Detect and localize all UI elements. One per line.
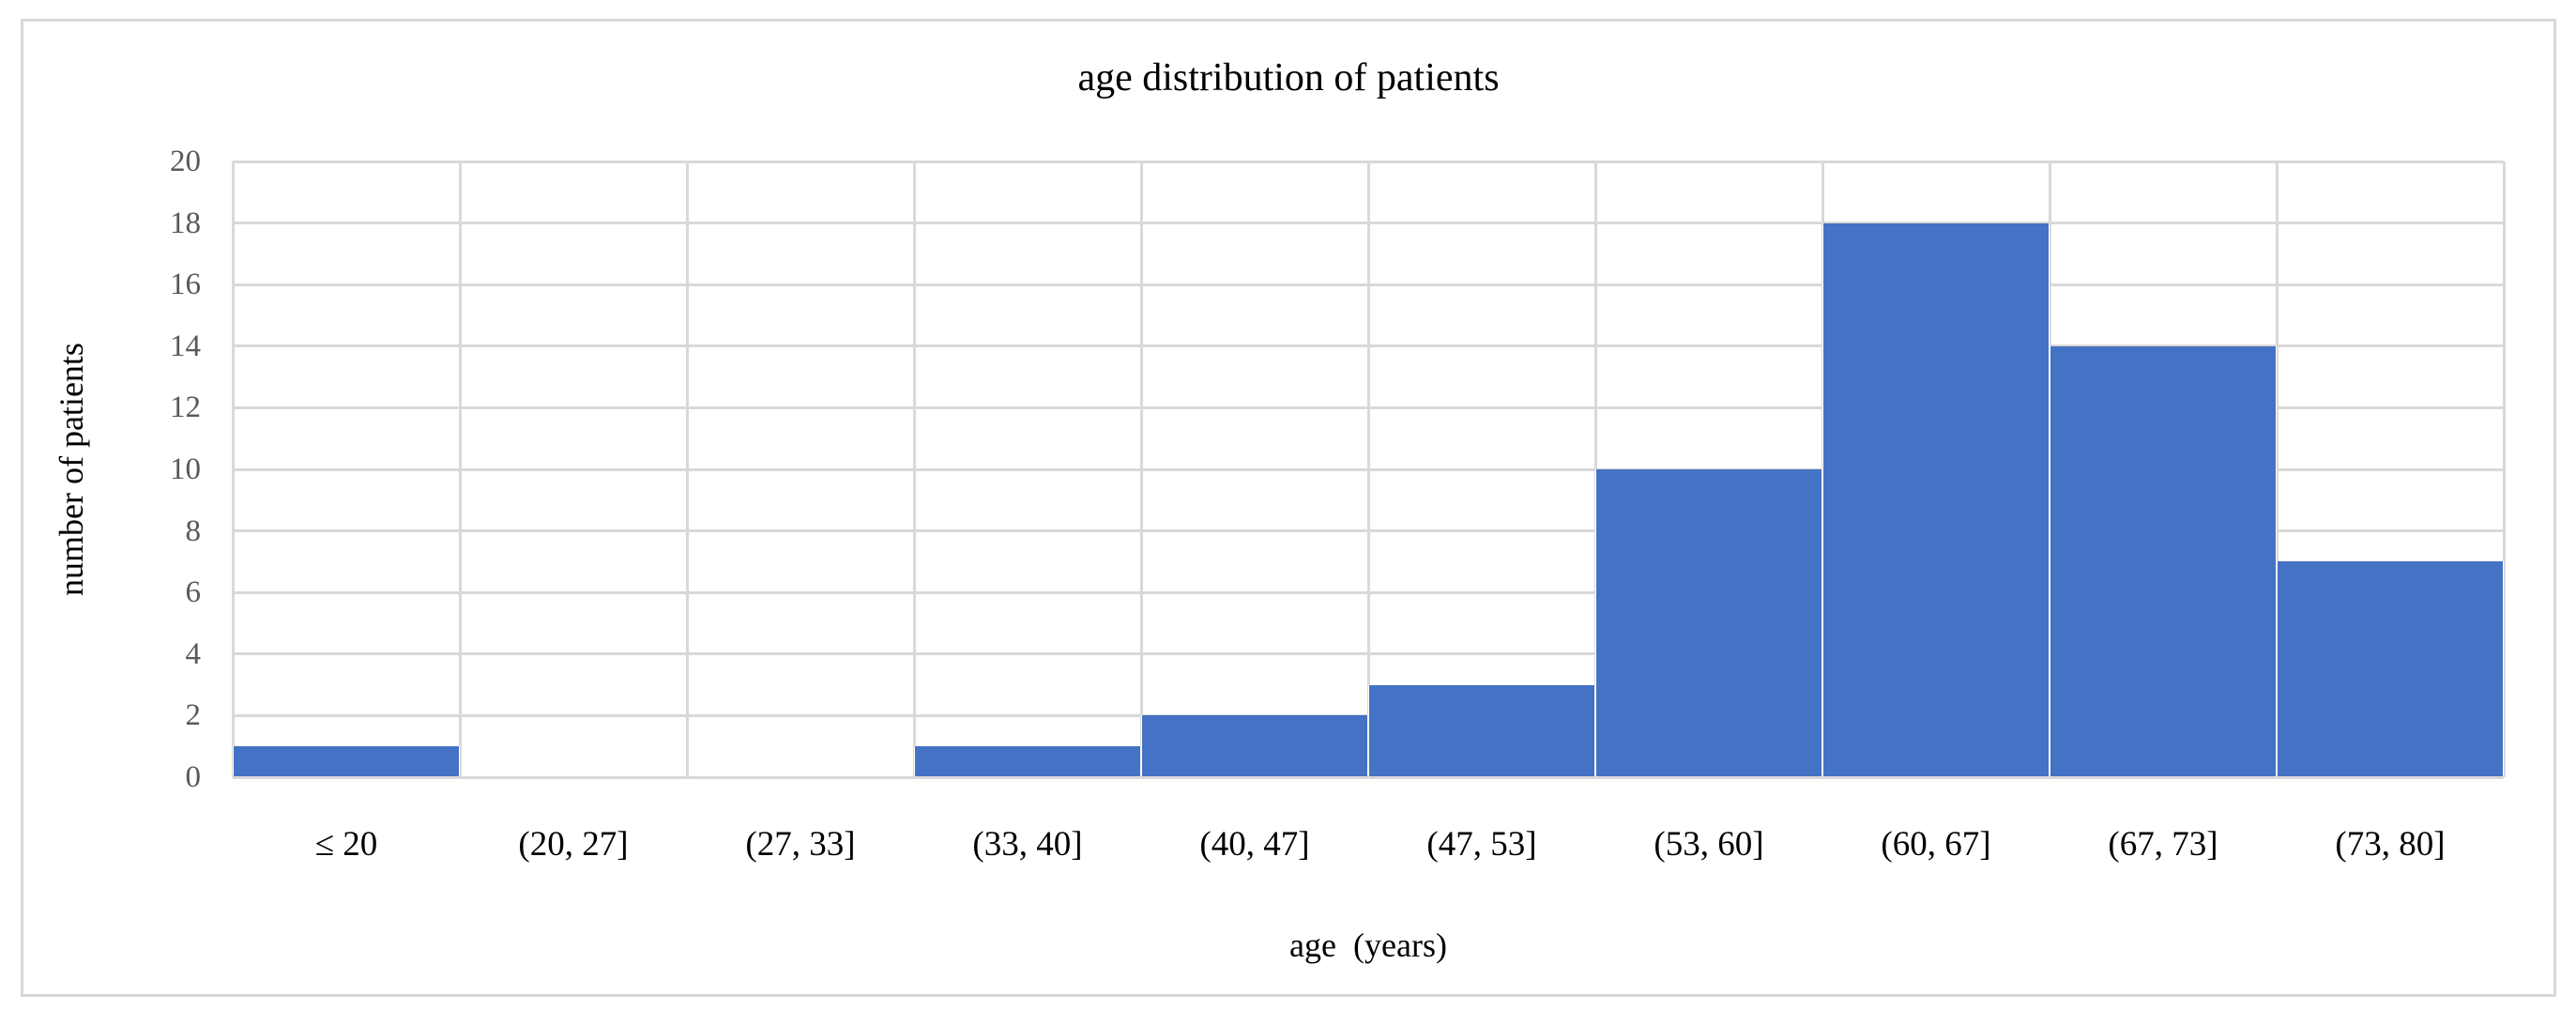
plot-area bbox=[231, 160, 2506, 779]
y-tick-label: 4 bbox=[185, 636, 202, 671]
h-gridline bbox=[233, 405, 2504, 409]
y-tick-label: 10 bbox=[170, 452, 201, 486]
x-axis-ticks: ≤ 20 (20, 27] (27, 33] (33, 40] (40, 47] (47,… bbox=[233, 815, 2504, 875]
y-tick-label: 20 bbox=[170, 145, 201, 178]
x-tick-label: (67, 73] bbox=[2108, 825, 2218, 864]
x-tick-label: (20, 27] bbox=[518, 825, 629, 864]
y-axis-ticks: 0 2 4 6 8 10 12 14 16 18 20 bbox=[0, 145, 216, 794]
x-tick-label: (33, 40] bbox=[972, 825, 1083, 864]
h-gridline bbox=[233, 590, 2504, 594]
bar bbox=[914, 746, 1141, 777]
h-gridline bbox=[233, 467, 2504, 471]
x-tick-label: (40, 47] bbox=[1199, 825, 1310, 864]
bar bbox=[2050, 345, 2277, 777]
y-tick-label: 2 bbox=[185, 698, 202, 733]
y-tick-label: 16 bbox=[170, 268, 201, 302]
h-gridline bbox=[233, 222, 2504, 225]
h-gridline bbox=[233, 283, 2504, 286]
y-tick-label: 8 bbox=[185, 513, 202, 548]
y-tick-label: 6 bbox=[185, 575, 202, 610]
bar bbox=[233, 746, 460, 777]
bar bbox=[1595, 469, 1822, 777]
x-tick-label: (73, 80] bbox=[2335, 825, 2446, 864]
x-axis-line bbox=[233, 775, 2504, 779]
bar bbox=[2277, 561, 2504, 777]
x-axis-title: age (years) bbox=[1289, 926, 1447, 964]
x-tick-label: ≤ 20 bbox=[314, 825, 378, 864]
y-tick-label: 0 bbox=[185, 760, 202, 794]
x-tick-label: (60, 67] bbox=[1881, 825, 1991, 864]
bar bbox=[1368, 684, 1595, 777]
chart-title: age distribution of patients bbox=[1077, 56, 1500, 99]
h-gridline bbox=[233, 160, 2504, 163]
bar bbox=[1822, 222, 2050, 777]
bar bbox=[1141, 715, 1368, 777]
h-gridline bbox=[233, 529, 2504, 533]
h-gridline bbox=[233, 652, 2504, 656]
x-tick-label: (27, 33] bbox=[745, 825, 856, 864]
y-tick-label: 14 bbox=[170, 329, 201, 363]
y-tick-label: 12 bbox=[170, 390, 201, 425]
x-tick-label: (47, 53] bbox=[1426, 825, 1537, 864]
h-gridline bbox=[233, 344, 2504, 348]
x-tick-label: (53, 60] bbox=[1654, 825, 1764, 864]
v-gridline bbox=[2502, 161, 2506, 777]
y-tick-label: 18 bbox=[170, 206, 201, 240]
